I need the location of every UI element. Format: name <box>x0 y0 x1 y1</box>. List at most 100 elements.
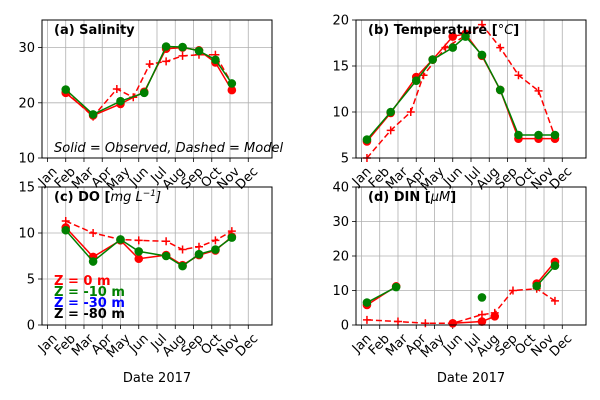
data-point <box>145 60 154 69</box>
y-tick-label: 0 <box>27 319 35 334</box>
panel-title: (a) Salinity <box>54 23 135 38</box>
data-point <box>211 55 220 65</box>
legend-item: Z = -10 m <box>54 285 125 300</box>
data-point <box>550 296 559 305</box>
x-tick-label: Dec <box>547 164 575 192</box>
data-point <box>88 110 98 119</box>
y-tick-label: 5 <box>341 152 349 167</box>
data-point <box>477 20 486 29</box>
series-line <box>366 35 555 141</box>
plot-frame <box>355 19 587 159</box>
legend-item: Z = -30 m <box>54 296 125 311</box>
series-line <box>452 315 496 325</box>
y-tick-label: 20 <box>332 250 349 265</box>
data-point <box>391 282 401 292</box>
series-1 <box>362 284 559 328</box>
y-tick-label: 10 <box>332 284 349 299</box>
y-tick-label: 20 <box>332 14 349 29</box>
series-3 <box>61 42 237 119</box>
data-point <box>162 57 171 66</box>
series-2 <box>362 257 560 328</box>
x-tick-label: Jun <box>440 331 466 357</box>
data-point <box>496 43 505 52</box>
series-3 <box>61 225 237 271</box>
data-point <box>386 126 395 135</box>
data-point <box>461 32 470 41</box>
data-point <box>139 88 149 98</box>
data-point <box>514 71 523 80</box>
data-point <box>495 85 505 95</box>
data-point <box>194 46 204 56</box>
data-point <box>532 281 542 291</box>
data-point <box>411 76 421 86</box>
data-point <box>393 317 402 326</box>
panel-2: JanFebMarAprMayJunJulAugSepOctNovDec5101… <box>332 14 587 194</box>
data-point <box>116 235 125 244</box>
data-point <box>61 225 71 235</box>
data-point <box>362 315 371 324</box>
data-point <box>194 249 204 259</box>
data-point <box>508 286 517 295</box>
data-point <box>428 55 437 64</box>
data-point <box>227 85 237 95</box>
series-3 <box>362 32 560 144</box>
x-tick-label: Dec <box>547 331 575 359</box>
data-point <box>211 236 220 245</box>
y-tick-label: 10 <box>332 106 349 121</box>
data-point <box>227 233 237 242</box>
y-tick-label: 0 <box>341 319 349 334</box>
y-tick-label: 5 <box>27 273 35 288</box>
series-line <box>366 32 555 142</box>
data-point <box>116 96 125 106</box>
data-point <box>161 251 171 261</box>
y-tick-label: 30 <box>18 41 35 56</box>
y-tick-label: 20 <box>18 96 35 111</box>
data-point <box>178 245 187 254</box>
series-line <box>366 288 556 325</box>
data-point <box>406 108 415 116</box>
data-point <box>211 245 220 254</box>
x-axis-label: Date 2017 <box>123 371 191 386</box>
plot-frame <box>41 19 273 159</box>
data-point <box>362 135 372 144</box>
y-tick-label: 15 <box>332 60 349 75</box>
panel-title: (d) DIN [μM] <box>368 190 456 205</box>
panel-4: JanFebMarAprMayJunJulAugSepOctNovDec0102… <box>332 181 587 386</box>
data-point <box>178 42 187 52</box>
data-point <box>477 293 487 302</box>
plot-frame <box>41 186 273 326</box>
data-point <box>178 51 187 60</box>
data-point <box>448 43 458 52</box>
data-point <box>514 130 523 140</box>
x-axis-label: Date 2017 <box>437 371 505 386</box>
series-line <box>536 265 556 287</box>
data-point <box>362 298 372 307</box>
data-point <box>550 130 560 140</box>
series-1 <box>61 217 236 254</box>
data-point <box>477 50 487 60</box>
panel-title: (c) DO [mg L−1] <box>54 189 161 205</box>
y-tick-label: 40 <box>332 181 349 196</box>
plot-frame <box>355 186 587 326</box>
x-tick-label: Jun <box>440 164 466 190</box>
data-point <box>386 107 395 117</box>
data-point <box>134 247 144 256</box>
data-point <box>477 317 487 326</box>
data-point <box>162 237 171 246</box>
data-point <box>178 261 187 271</box>
y-tick-label: 15 <box>18 181 35 196</box>
data-point <box>227 79 237 88</box>
data-point <box>534 86 543 95</box>
series-3 <box>362 261 560 307</box>
panel-title: (b) Temperature [°C] <box>368 23 519 38</box>
panel-1: JanFebMarAprMayJunJulAugSepOctNovDec1020… <box>18 19 283 194</box>
data-point <box>134 236 143 245</box>
data-point <box>448 318 458 328</box>
legend-item: Z = -80 m <box>54 307 125 322</box>
data-point <box>161 42 171 51</box>
data-point <box>112 85 121 93</box>
data-point <box>490 312 500 321</box>
data-point <box>88 257 98 266</box>
data-point <box>550 261 560 270</box>
series-line <box>366 286 397 304</box>
